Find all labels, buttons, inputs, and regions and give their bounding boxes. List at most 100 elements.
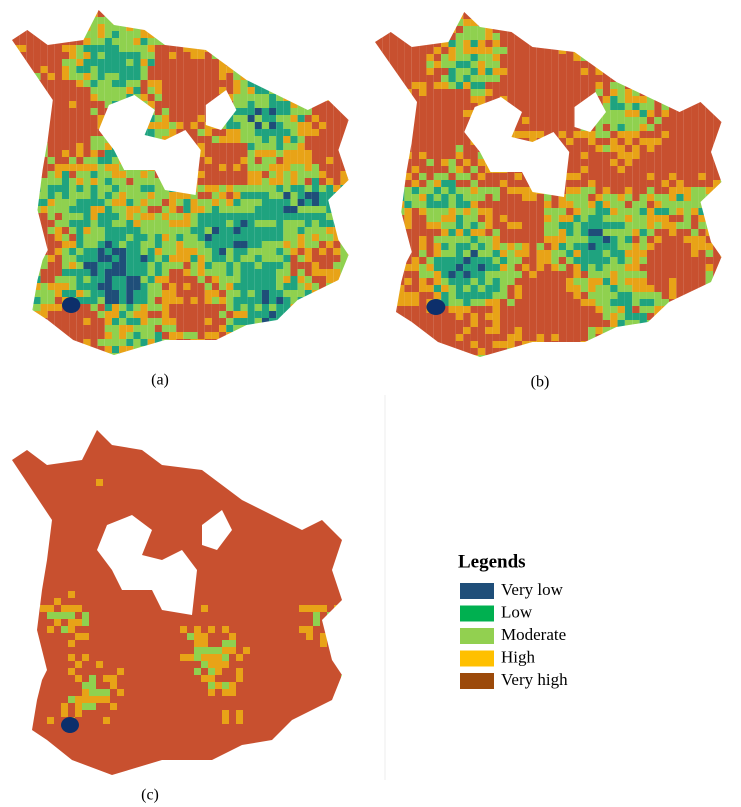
- map-cell: [290, 136, 298, 143]
- map-cell: [54, 199, 62, 206]
- map-cell: [713, 124, 721, 131]
- map-cell: [69, 192, 77, 199]
- map-cell: [12, 283, 20, 290]
- map-cell: [26, 304, 34, 311]
- map-cell: [54, 52, 62, 59]
- map-cell: [12, 332, 20, 339]
- map-cell: [76, 143, 84, 150]
- map-cell: [382, 138, 390, 145]
- map-cell: [683, 12, 692, 19]
- map-cell: [190, 122, 198, 129]
- map-cell: [602, 26, 611, 33]
- map-cell: [269, 73, 277, 80]
- map-cell: [624, 313, 633, 320]
- map-cell: [566, 264, 574, 271]
- map-cell: [104, 59, 112, 66]
- map-cell: [283, 136, 291, 143]
- map-cell: [283, 325, 291, 332]
- map-cell: [698, 68, 706, 75]
- map-cell: [261, 339, 270, 346]
- map-cell: [433, 47, 442, 54]
- map-cell: [382, 257, 390, 264]
- map-cell: [297, 101, 305, 108]
- map-cell: [340, 80, 348, 87]
- map-cell: [404, 194, 412, 201]
- map-cell: [283, 241, 291, 248]
- map-cell: [304, 241, 312, 248]
- map-cell: [261, 276, 270, 283]
- map-cell: [566, 313, 574, 320]
- map-cell: [82, 437, 89, 444]
- map-cell: [76, 192, 84, 199]
- map-cell: [240, 339, 248, 346]
- map-cell: [33, 185, 41, 192]
- map-cell: [12, 451, 19, 458]
- map-cell: [558, 327, 567, 334]
- map-cell: [610, 166, 618, 173]
- map-cell: [313, 437, 320, 444]
- map-cell: [126, 199, 134, 206]
- map-cell: [76, 332, 84, 339]
- map-cell: [69, 276, 77, 283]
- map-cell: [397, 257, 405, 264]
- map-cell: [12, 220, 20, 227]
- map-cell: [283, 87, 291, 94]
- map-cell: [326, 129, 334, 136]
- map-cell: [705, 313, 714, 320]
- map-cell: [499, 194, 508, 201]
- map-cell: [426, 33, 434, 40]
- map-cell: [333, 283, 341, 290]
- map-cell: [111, 164, 120, 171]
- map-cell: [580, 33, 589, 40]
- map-cell: [580, 292, 589, 299]
- map-cell: [573, 215, 581, 222]
- map-cell: [326, 318, 334, 325]
- map-cell: [492, 12, 500, 19]
- map-cell: [404, 61, 412, 68]
- map-cell: [382, 243, 390, 250]
- map-cell: [83, 283, 91, 290]
- map-cell: [190, 353, 198, 355]
- map-cell: [522, 285, 530, 292]
- map-cell: [448, 285, 456, 292]
- map-cell: [26, 122, 34, 129]
- map-cell: [40, 213, 48, 220]
- map-cell: [404, 180, 412, 187]
- map-cell: [240, 178, 248, 185]
- map-cell: [499, 327, 508, 334]
- map-cell: [111, 73, 120, 80]
- map-cell: [441, 278, 449, 285]
- map-cell: [176, 290, 184, 297]
- map-cell: [654, 180, 662, 187]
- map-cell: [204, 283, 212, 290]
- map-cell: [104, 290, 112, 297]
- map-cell: [276, 108, 284, 115]
- map-cell: [334, 444, 341, 451]
- map-cell: [514, 54, 522, 61]
- map-cell: [290, 318, 298, 325]
- map-cell: [529, 124, 537, 131]
- map-cell: [485, 299, 493, 306]
- map-cell: [226, 255, 234, 262]
- map-cell: [573, 40, 581, 47]
- map-cell: [176, 297, 184, 304]
- map-cell: [624, 33, 633, 40]
- map-cell: [676, 159, 684, 166]
- map-cell: [176, 339, 184, 346]
- map-cell: [683, 271, 692, 278]
- map-cell: [595, 47, 603, 54]
- map-cell: [389, 82, 398, 89]
- map-cell: [161, 325, 170, 332]
- map-cell: [433, 208, 442, 215]
- map-cell: [19, 234, 27, 241]
- map-cell: [240, 269, 248, 276]
- map-cell: [492, 341, 500, 348]
- map-cell: [119, 59, 127, 66]
- map-cell: [646, 201, 655, 208]
- map-cell: [676, 33, 684, 40]
- map-cell: [33, 10, 41, 17]
- map-cell: [340, 262, 348, 269]
- map-cell: [624, 292, 633, 299]
- map-cell: [126, 87, 134, 94]
- map-cell: [573, 257, 581, 264]
